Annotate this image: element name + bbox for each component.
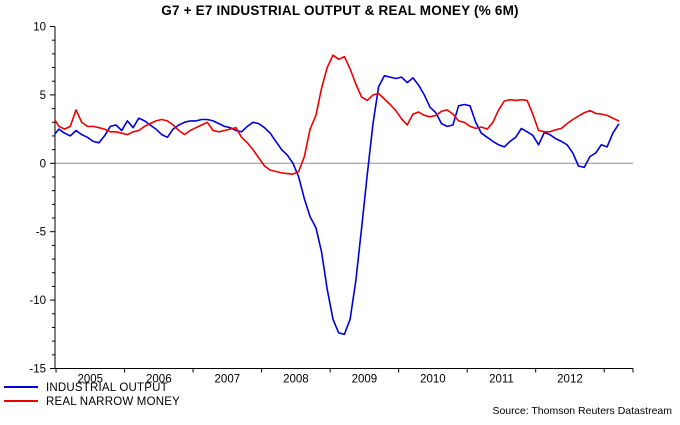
y-tick-label: 0 [40,158,46,170]
x-tick-label: 2007 [215,374,241,386]
industrial-output-line-swatch [4,385,38,388]
real-narrow-money-line-swatch [4,399,38,402]
x-tick-label: 2008 [283,374,309,386]
legend-item-real-narrow-money: REAL NARROW MONEY [4,395,180,409]
y-tick-label: -5 [36,227,46,239]
legend-item-industrial-output: INDUSTRIAL OUTPUT [4,381,180,395]
legend-label: REAL NARROW MONEY [46,396,180,408]
x-tick-label: 2010 [420,374,446,386]
x-tick-label: 2012 [557,374,583,386]
legend-label: INDUSTRIAL OUTPUT [46,382,168,394]
series-line-real-narrow-money [54,54,620,175]
x-tick-label: 2009 [352,374,378,386]
chart-legend: INDUSTRIAL OUTPUT REAL NARROW MONEY [4,381,180,409]
x-tick-label: 2011 [489,374,514,386]
source-attribution: Source: Thomson Reuters Datastream [492,405,672,417]
series-line-industrial-output [54,74,620,336]
x-tick-label: 2005 [77,374,103,386]
x-tick-label: 2006 [146,374,172,386]
chart-title: G7 + E7 INDUSTRIAL OUTPUT & REAL MONEY (… [161,3,519,18]
y-tick-label: -15 [29,364,46,376]
y-tick-label: -10 [29,295,46,307]
y-tick-label: 5 [40,90,46,102]
y-tick-label: 10 [33,22,46,34]
